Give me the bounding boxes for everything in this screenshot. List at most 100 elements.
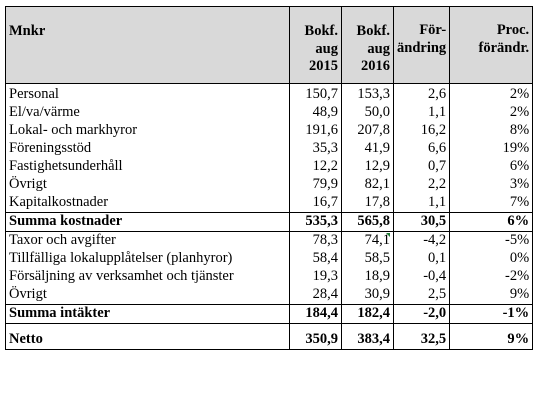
cell-change: 2,5 (392, 286, 451, 305)
cell-2015: 58,4 (289, 250, 342, 268)
table-row: El/va/värme 48,9 50,0 1,1 2% (5, 104, 534, 122)
row-label: Föreningsstöd (5, 140, 290, 158)
cell-change: 30,5 (392, 212, 451, 232)
cell-2015: 35,3 (289, 140, 342, 158)
header-forandring: För- ändring (392, 6, 451, 84)
row-label: Fastighetsunderhåll (5, 158, 290, 176)
header-mnkr: Mnkr (5, 6, 290, 84)
cell-2016: 383,4 (341, 323, 394, 350)
row-label: Övrigt (5, 286, 290, 305)
header-2016-line2: aug (367, 40, 390, 57)
cell-pct: -5% (449, 231, 534, 250)
cell-change: 32,5 (392, 323, 451, 350)
row-label: Summa intäkter (5, 304, 290, 324)
header-row: Mnkr Bokf. aug 2015 Bokf. aug 2016 För- … (5, 6, 534, 84)
cell-2015: 12,2 (289, 158, 342, 176)
cell-change: 2,6 (392, 83, 451, 104)
header-2015-line3: 2015 (309, 58, 338, 74)
header-pct-line2: förändr. (478, 39, 530, 56)
cell-2016: 18,9 (341, 268, 394, 286)
cell-2016: 182,4 (341, 304, 394, 324)
cell-2015: 150,7 (289, 83, 342, 104)
cell-change: 2,2 (392, 176, 451, 194)
header-change-line2: ändring (397, 39, 447, 56)
cell-2015: 350,9 (289, 323, 342, 350)
table-row: Tillfälliga lokalupplåtelser (planhyror)… (5, 250, 534, 268)
cell-2016: 41,9 (341, 140, 394, 158)
cell-2016: 58,5 (341, 250, 394, 268)
cell-2016: 12,9 (341, 158, 394, 176)
netto-row: Netto 350,9 383,4 32,5 9% (5, 323, 534, 350)
table-row: Föreningsstöd 35,3 41,9 6,6 19% (5, 140, 534, 158)
row-label: Lokal- och markhyror (5, 122, 290, 140)
header-change-line1: För- (419, 22, 447, 38)
cell-pct: 2% (449, 83, 534, 104)
cell-comment-marker (386, 233, 390, 237)
cell-change: 1,1 (392, 194, 451, 213)
cell-2016: 50,0 (341, 104, 394, 122)
finance-table: Mnkr Bokf. aug 2015 Bokf. aug 2016 För- … (5, 6, 534, 350)
row-label: Kapitalkostnader (5, 194, 290, 213)
table-row: Övrigt 79,9 82,1 2,2 3% (5, 176, 534, 194)
cell-pct: 7% (449, 194, 534, 213)
header-proc-forandr: Proc. förändr. (449, 6, 534, 84)
finance-table-container: Mnkr Bokf. aug 2015 Bokf. aug 2016 För- … (5, 6, 534, 350)
header-2016-line1: Bokf. (356, 23, 390, 39)
cell-pct: 9% (449, 323, 534, 350)
cell-2016: 82,1 (341, 176, 394, 194)
cell-change: -0,4 (392, 268, 451, 286)
cell-change: 0,1 (392, 250, 451, 268)
row-label: Tillfälliga lokalupplåtelser (planhyror) (5, 250, 290, 268)
table-row: Fastighetsunderhåll 12,2 12,9 0,7 6% (5, 158, 534, 176)
cell-2015: 184,4 (289, 304, 342, 324)
cell-2015: 79,9 (289, 176, 342, 194)
cell-pct: -1% (449, 304, 534, 324)
cell-2015: 78,3 (289, 231, 342, 250)
row-label: Personal (5, 83, 290, 104)
table-row: Kapitalkostnader 16,7 17,8 1,1 7% (5, 194, 534, 213)
header-2015-line2: aug (315, 40, 338, 57)
summa-intakter-row: Summa intäkter 184,4 182,4 -2,0 -1% (5, 304, 534, 324)
cell-2016: 207,8 (341, 122, 394, 140)
cell-change: 6,6 (392, 140, 451, 158)
table-row: Lokal- och markhyror 191,6 207,8 16,2 8% (5, 122, 534, 140)
row-label: El/va/värme (5, 104, 290, 122)
cell-change: -4,2 (392, 231, 451, 250)
cell-2016: 565,8 (341, 212, 394, 232)
cell-2016: 17,8 (341, 194, 394, 213)
row-label: Taxor och avgifter (5, 231, 290, 250)
row-label: Summa kostnader (5, 212, 290, 232)
cell-pct: 19% (449, 140, 534, 158)
cell-2015: 191,6 (289, 122, 342, 140)
table-row: Taxor och avgifter 78,3 74,1 -4,2 -5% (5, 231, 534, 250)
summa-kostnader-row: Summa kostnader 535,3 565,8 30,5 6% (5, 212, 534, 232)
row-label: Försäljning av verksamhet och tjänster (5, 268, 290, 286)
cell-pct: 3% (449, 176, 534, 194)
cell-pct: 8% (449, 122, 534, 140)
header-bokf-2016: Bokf. aug 2016 (341, 6, 394, 84)
cell-change: -2,0 (392, 304, 451, 324)
cell-change: 0,7 (392, 158, 451, 176)
cell-2015: 28,4 (289, 286, 342, 305)
table-row: Övrigt 28,4 30,9 2,5 9% (5, 286, 534, 305)
cell-pct: 0% (449, 250, 534, 268)
table-row: Personal 150,7 153,3 2,6 2% (5, 83, 534, 104)
header-2015-line1: Bokf. (304, 23, 338, 39)
cell-pct: 6% (449, 212, 534, 232)
table-row: Försäljning av verksamhet och tjänster 1… (5, 268, 534, 286)
cell-2016: 30,9 (341, 286, 394, 305)
header-bokf-2015: Bokf. aug 2015 (289, 6, 342, 84)
cell-2016: 153,3 (341, 83, 394, 104)
cell-pct: 2% (449, 104, 534, 122)
row-label: Övrigt (5, 176, 290, 194)
cell-pct: 6% (449, 158, 534, 176)
row-label: Netto (5, 323, 290, 350)
cell-change: 16,2 (392, 122, 451, 140)
cell-2015: 535,3 (289, 212, 342, 232)
cell-2015: 48,9 (289, 104, 342, 122)
cell-2015: 19,3 (289, 268, 342, 286)
cell-2016: 74,1 (341, 231, 394, 250)
cell-change: 1,1 (392, 104, 451, 122)
header-2016-line3: 2016 (361, 58, 390, 74)
cell-pct: 9% (449, 286, 534, 305)
